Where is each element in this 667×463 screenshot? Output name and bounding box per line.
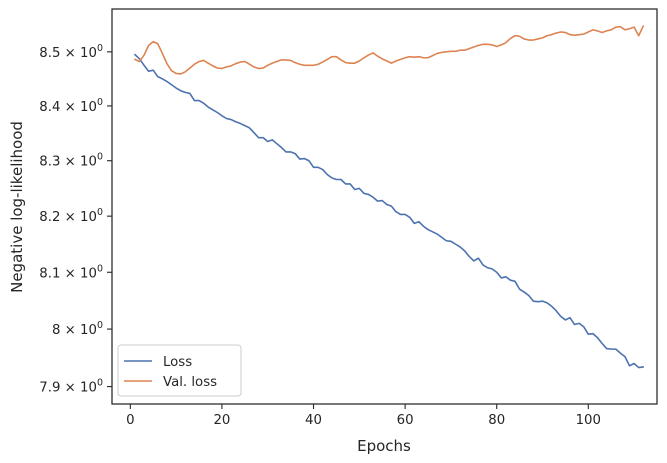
series-line-0 bbox=[134, 53, 645, 369]
axes-background bbox=[112, 9, 657, 404]
y-tick-label: 7.9 × 100 bbox=[39, 378, 103, 396]
legend-box bbox=[117, 344, 242, 397]
x-tick-label: 100 bbox=[576, 413, 601, 428]
x-tick-label: 40 bbox=[305, 413, 322, 428]
y-tick-label: 8.2 × 100 bbox=[39, 207, 103, 225]
y-tick-label: 8 × 100 bbox=[52, 320, 103, 338]
series-lines bbox=[134, 25, 645, 369]
legend: Loss Val. loss bbox=[117, 344, 242, 397]
x-axis: 0 20 40 60 80 100 bbox=[126, 404, 601, 428]
x-tick-label: 60 bbox=[397, 413, 414, 428]
y-tick-label: 8.3 × 100 bbox=[39, 152, 103, 170]
x-tick-label: 20 bbox=[213, 413, 230, 428]
y-tick-label: 8.4 × 100 bbox=[39, 97, 103, 115]
legend-label-0: Loss bbox=[163, 355, 192, 370]
x-axis-label: Epochs bbox=[357, 437, 411, 455]
series-line-1 bbox=[134, 25, 645, 75]
plot-area bbox=[112, 9, 657, 404]
legend-label-1: Val. loss bbox=[163, 375, 217, 390]
y-tick-label: 8.1 × 100 bbox=[39, 263, 103, 281]
y-tick-label: 8.5 × 100 bbox=[39, 43, 103, 61]
y-axis-label: Negative log-likelihood bbox=[8, 121, 26, 293]
x-tick-label: 0 bbox=[126, 413, 134, 428]
y-axis: 7.9 × 100 8 × 100 8.1 × 100 8.2 × 100 8.3 × … bbox=[39, 43, 112, 396]
x-tick-label: 80 bbox=[488, 413, 505, 428]
axes-frame bbox=[111, 8, 658, 405]
